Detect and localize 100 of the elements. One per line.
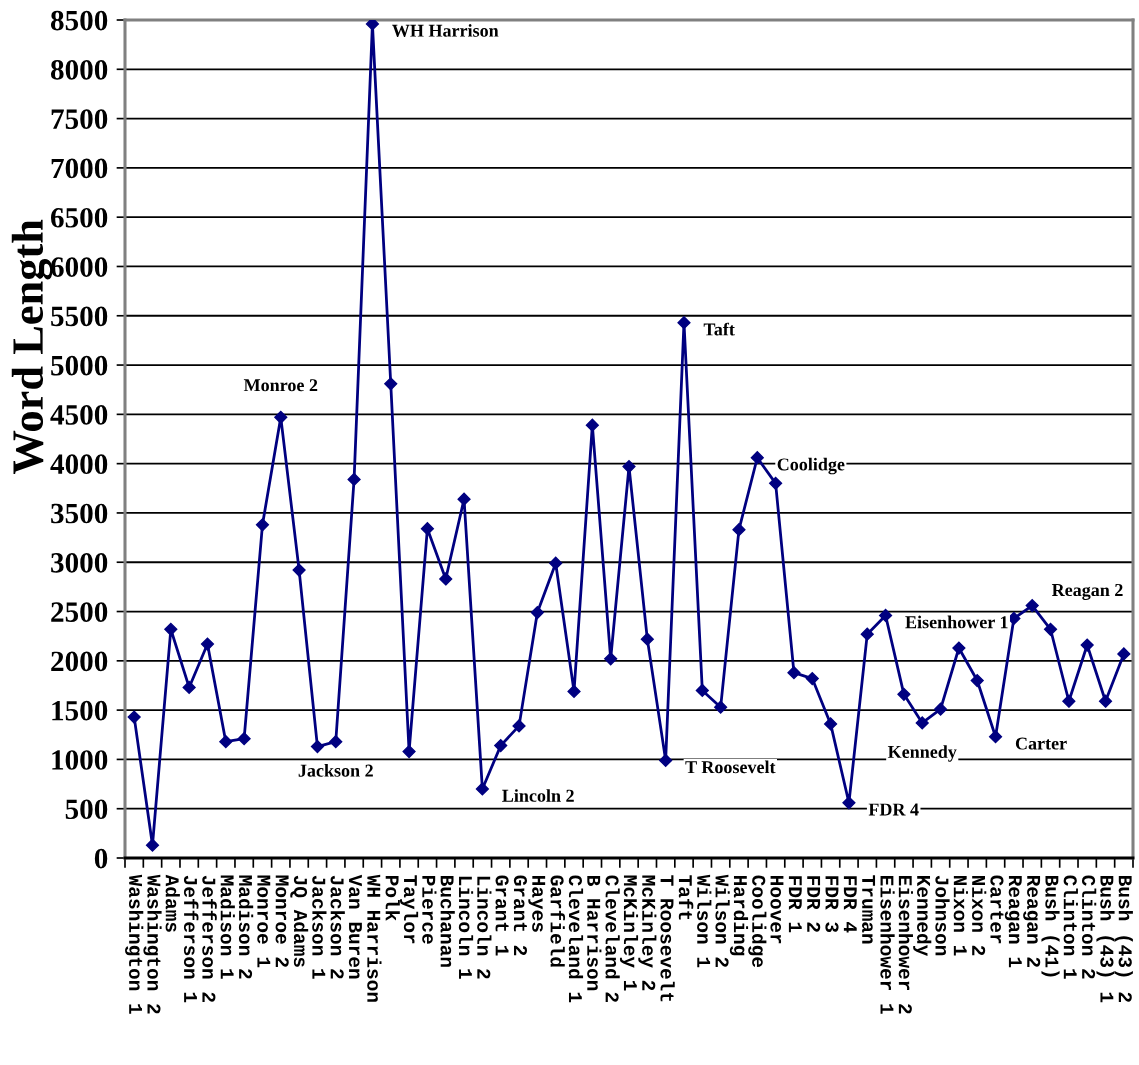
point: [219, 735, 233, 749]
x-tick-label: Cleveland 1: [568, 875, 584, 1003]
y-tick-label: 2000: [51, 651, 108, 672]
x-tick-label: Buchanan: [440, 875, 455, 967]
y-tick-label: 7500: [51, 109, 108, 129]
point: [567, 684, 581, 698]
point: [750, 451, 764, 465]
x-tick-label: Bush (43) 2: [1114, 875, 1133, 1002]
x-tick-label: Madison 1: [220, 875, 235, 979]
x-tick-label: WH Harrison: [367, 874, 382, 1002]
point: [604, 652, 618, 666]
x-tick-label: Washington 1: [125, 874, 144, 1014]
x-tick-label: Bush (41): [1041, 875, 1060, 977]
point: [622, 460, 636, 474]
annotation: Eisenhower 1: [905, 615, 1008, 629]
x-tick-label: Pierce: [422, 875, 437, 944]
x-tick-label: Jefferson 1: [183, 875, 199, 1003]
point: [988, 730, 1003, 744]
x-tick-label: Polk: [385, 875, 400, 921]
point: [402, 744, 416, 759]
y-tick-label: 7000: [51, 158, 108, 179]
point: [677, 316, 691, 330]
point: [182, 680, 196, 695]
x-tick-label: Garfield: [550, 875, 566, 967]
x-tick-label: Jackson 1: [312, 875, 327, 979]
x-tick-label: Taft: [678, 875, 694, 920]
point: [897, 687, 911, 701]
point: [1062, 694, 1076, 708]
point: [805, 671, 819, 686]
x-tick-label: B Harrison: [587, 875, 602, 991]
point: [420, 522, 434, 536]
point: [640, 632, 654, 646]
x-tick-label: Lincoln 1: [458, 876, 474, 979]
x-tick-label: Reagan 1: [1004, 875, 1022, 968]
point: [200, 637, 215, 651]
x-tick-label: JQ Adams: [290, 875, 309, 967]
point: [274, 410, 288, 424]
annotation: Reagan 2: [1051, 583, 1123, 600]
annotation: Lincoln 2: [502, 789, 574, 802]
annotation: FDR 4: [868, 803, 919, 816]
point: [585, 418, 599, 432]
x-tick-label: Harding: [729, 875, 749, 956]
point: [255, 518, 270, 532]
annotation: T Roosevelt: [685, 760, 776, 774]
point: [329, 735, 343, 749]
point: [714, 700, 728, 714]
x-tick-label: Eisenhower 2: [898, 875, 913, 1014]
point: [1043, 622, 1058, 636]
x-tick-label: Monroe 2: [275, 875, 289, 967]
y-tick-label: 5000: [51, 355, 108, 376]
point: [164, 622, 178, 636]
point: [1098, 694, 1113, 708]
x-tick-label: Jackson 2: [330, 875, 345, 979]
x-tick-label: Reagan 2: [1023, 875, 1041, 967]
y-tick-label: 3500: [51, 503, 108, 524]
point: [769, 476, 783, 490]
point: [842, 796, 856, 810]
annotation: Monroe 2: [243, 379, 318, 392]
point: [1007, 611, 1021, 626]
point: [695, 683, 709, 697]
y-tick-label: 6000: [51, 257, 108, 277]
point: [970, 673, 984, 688]
y-tick-label: 500: [65, 799, 108, 820]
x-tick-label: McKinley 1: [619, 875, 639, 991]
x-tick-label: FDR 1: [788, 876, 802, 933]
y-tick-label: 0: [94, 848, 108, 869]
x-tick-label: Kennedy: [913, 875, 932, 956]
x-tick-label: Lincoln 2: [477, 876, 492, 979]
y-tick-label: 8500: [50, 10, 108, 31]
y-tick-label: 1000: [52, 750, 108, 770]
y-tick-label: 4500: [50, 405, 108, 425]
point: [732, 523, 746, 537]
x-tick-label: McKinley 2: [638, 875, 657, 991]
x-tick-label: Nixon 1: [953, 875, 968, 956]
y-tick-label: 2500: [51, 602, 108, 622]
x-tick-label: Bush (43) 1: [1096, 875, 1115, 1003]
point: [1117, 647, 1131, 661]
point: [659, 753, 673, 767]
point: [439, 572, 453, 586]
x-tick-label: Cleveland 2: [605, 875, 620, 1002]
x-tick-label: Taylor: [400, 875, 419, 944]
x-tick-label: Clinton 1: [1063, 875, 1078, 979]
point: [457, 492, 471, 506]
point: [530, 605, 544, 620]
x-tick-label: Eisenhower 1: [880, 875, 895, 1014]
point: [952, 641, 966, 655]
x-tick-label: Adams: [165, 874, 180, 932]
annotation: Coolidge: [777, 457, 845, 475]
point: [347, 472, 361, 487]
point: [384, 377, 398, 391]
point: [878, 608, 893, 623]
point: [860, 627, 874, 641]
x-tick-label: Washington 2: [143, 874, 162, 1014]
point: [475, 782, 489, 796]
x-tick-label: Johnson: [935, 875, 950, 956]
annotation: Jackson 2: [298, 764, 373, 777]
point: [1025, 599, 1039, 613]
y-tick-label: 6500: [51, 207, 108, 228]
x-tick-label: Truman: [862, 875, 876, 944]
point: [1080, 638, 1094, 652]
